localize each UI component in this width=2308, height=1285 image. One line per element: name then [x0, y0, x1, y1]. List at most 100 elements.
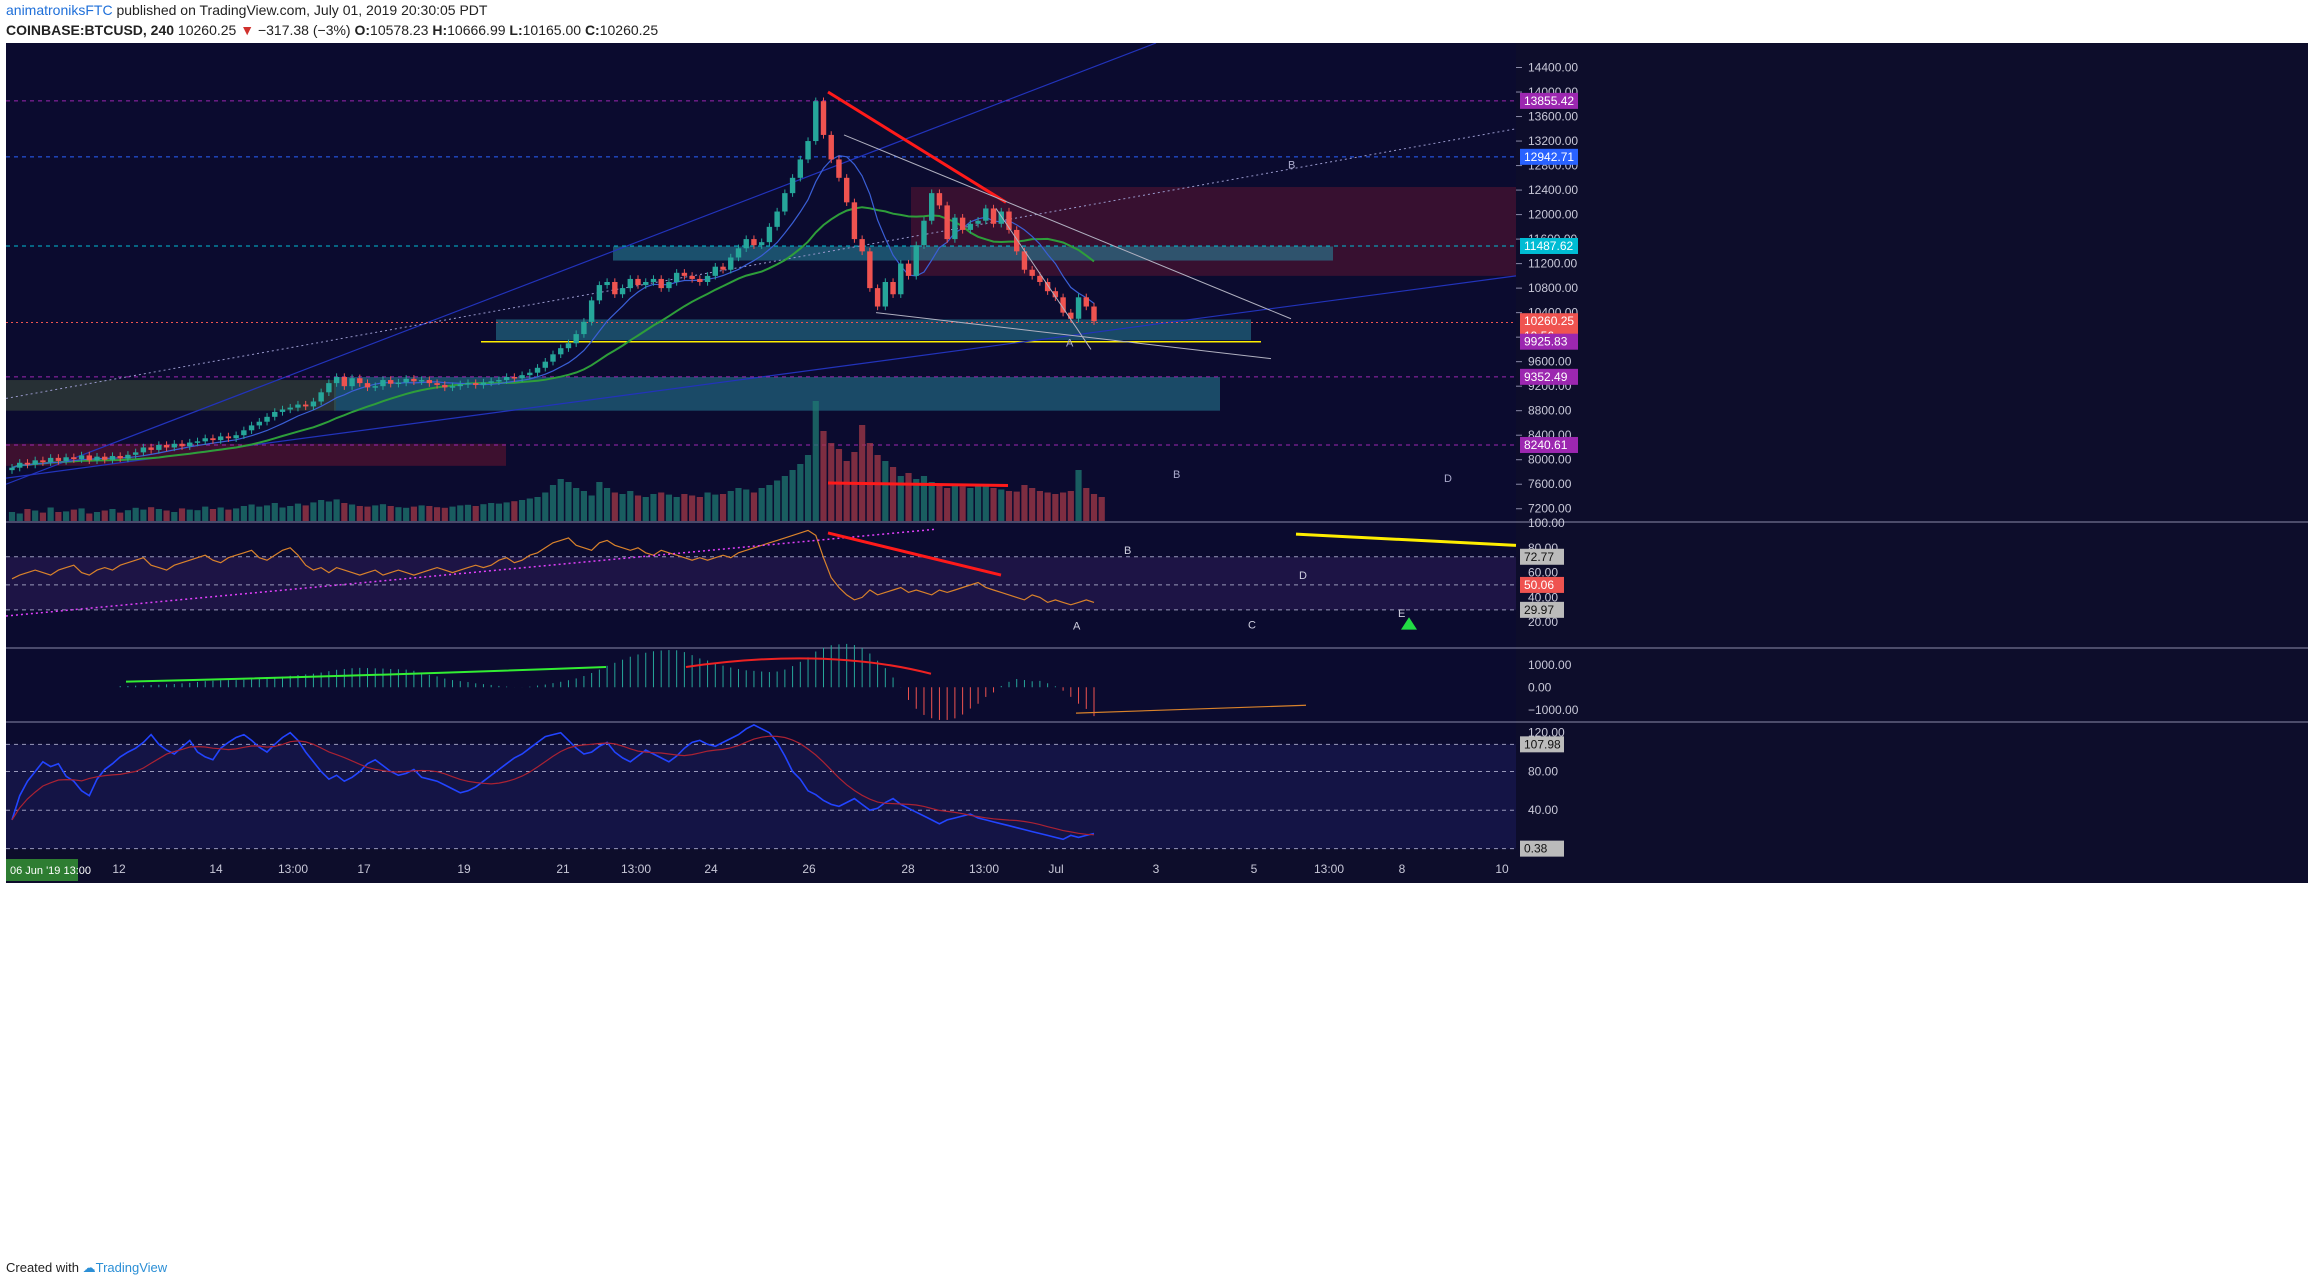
price-tick-label: 12000.00: [1528, 208, 1578, 222]
price-tick-label: 13200.00: [1528, 134, 1578, 148]
rsi-tag: [1520, 601, 1564, 618]
candle: [851, 202, 858, 240]
rsi-tick-label: 100.00: [1528, 516, 1565, 530]
candle: [519, 375, 525, 379]
candle: [411, 378, 417, 382]
tradingview-brand[interactable]: TradingView: [95, 1260, 168, 1275]
candle: [40, 460, 46, 463]
time-tick-label: 10: [1495, 862, 1509, 876]
candle: [71, 457, 77, 460]
wave-label: B: [1124, 545, 1131, 557]
trendline-red: [827, 481, 1009, 487]
candle: [828, 134, 834, 160]
change-value: −317.38 (−3%): [257, 22, 351, 38]
close-value: 10260.25: [599, 22, 659, 38]
chart-area[interactable]: 14400.00 14000.00 13600.00 13200.00 12800.00…: [5, 42, 2308, 1251]
price-tick-label: 8000.00: [1528, 453, 1572, 467]
osc-band: [6, 744, 1516, 849]
tradingview-chart[interactable]: 14400.0014000.0013600.0013200.0012800.00…: [5, 42, 2308, 1251]
candle: [403, 378, 409, 383]
buy-signal-icon: [1401, 617, 1417, 630]
volume-bar: [271, 503, 278, 521]
volume-bar: [55, 512, 62, 521]
candle: [179, 443, 185, 447]
volume-bar: [936, 485, 943, 521]
volume-bar: [47, 507, 54, 521]
candle: [488, 381, 494, 383]
volume-bar: [611, 492, 618, 521]
candle: [658, 278, 664, 289]
volume-bar: [217, 507, 224, 521]
volume-bar: [1083, 488, 1090, 521]
candle: [225, 436, 232, 439]
candle: [1091, 306, 1097, 322]
candle: [434, 383, 440, 385]
candle: [55, 457, 62, 461]
candle: [148, 447, 154, 450]
volume-bar: [843, 461, 850, 521]
tradingview-logo-icon[interactable]: ☁: [82, 1260, 96, 1275]
close-label: C:: [584, 22, 600, 38]
candle: [333, 376, 340, 384]
wave-label: D: [1299, 570, 1307, 582]
trendline: [875, 312, 1272, 360]
osc-tick-label: 120.00: [1528, 726, 1565, 740]
volume-bar: [441, 507, 448, 521]
volume-bar: [1013, 491, 1020, 521]
candle: [187, 442, 193, 447]
volume-bar: [364, 506, 371, 521]
volume-bar: [310, 502, 317, 521]
volume-bar: [511, 501, 518, 521]
candle: [650, 278, 657, 282]
candle: [78, 455, 85, 460]
time-axis-background: [6, 849, 2308, 883]
macd-signal-line: [125, 666, 607, 683]
candle: [302, 404, 309, 407]
volume-bar: [8, 512, 16, 521]
time-tick-label: 3: [1153, 862, 1160, 876]
candle: [820, 101, 827, 135]
price-tag: [1520, 92, 1578, 109]
price-tick-label: 7600.00: [1528, 477, 1572, 491]
volume-bar: [557, 479, 564, 521]
author-link[interactable]: animatroniksFTC: [6, 2, 113, 18]
volume-bar: [689, 495, 696, 521]
candle: [627, 278, 633, 289]
candle: [550, 354, 556, 362]
volume-bar: [812, 401, 819, 521]
channel-line: [5, 42, 1157, 485]
wave-label: B: [1288, 160, 1295, 172]
time-badge: [6, 859, 78, 881]
volume-bar: [279, 507, 286, 521]
price-tick-label: 13600.00: [1528, 110, 1578, 124]
candle: [349, 378, 355, 387]
volume-bar: [859, 425, 866, 521]
volume-bar: [982, 486, 989, 521]
volume-bar: [1067, 491, 1074, 521]
candle: [704, 275, 711, 282]
volume-bar: [797, 464, 804, 521]
osc-tag-label: 107.98: [1524, 737, 1561, 751]
rsi-tick-label: 20.00: [1528, 615, 1558, 629]
candle: [279, 409, 286, 412]
volume-bar: [263, 505, 271, 521]
candle: [217, 436, 224, 441]
volume-bar: [32, 510, 39, 521]
candle: [867, 251, 873, 289]
volume-bar: [302, 505, 309, 521]
macd-tick-label: 0.00: [1528, 680, 1552, 694]
volume-bar: [356, 506, 363, 521]
rsi-tag-label: 50.06: [1524, 578, 1554, 592]
candle: [473, 383, 479, 385]
volume-bar: [681, 494, 688, 521]
moving-average-line: [11, 206, 1095, 469]
price-tick-label: 10800.00: [1528, 281, 1578, 295]
volume-bar: [882, 461, 889, 521]
candle: [565, 343, 572, 349]
volume-bar: [627, 491, 634, 521]
time-tick-label: 28: [901, 862, 915, 876]
candle: [511, 376, 518, 379]
rsi-tag: [1520, 576, 1564, 593]
volume-bar: [225, 509, 232, 521]
volume-bar: [696, 497, 703, 521]
